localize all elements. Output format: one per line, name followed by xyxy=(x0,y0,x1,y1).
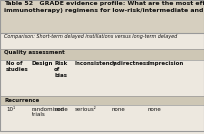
Bar xyxy=(0,49,204,60)
Text: Table 52   GRADE evidence profile: What are the most effec…
immunotherapy) regim: Table 52 GRADE evidence profile: What ar… xyxy=(4,1,204,13)
Text: No of
studies: No of studies xyxy=(6,61,29,72)
Text: randomised
trials: randomised trials xyxy=(32,107,64,117)
Bar xyxy=(0,60,204,96)
Text: Risk
of
bias: Risk of bias xyxy=(54,61,67,78)
Bar xyxy=(0,0,204,33)
Text: Imprecision: Imprecision xyxy=(148,61,184,66)
Text: 10¹: 10¹ xyxy=(6,107,15,111)
Bar xyxy=(0,105,204,131)
Bar xyxy=(0,96,204,105)
Text: none: none xyxy=(54,107,68,111)
Text: serious²: serious² xyxy=(74,107,96,111)
Text: Indirectness: Indirectness xyxy=(111,61,150,66)
Bar xyxy=(0,33,204,49)
Text: none: none xyxy=(148,107,162,111)
Text: Comparison: Short-term delayed instillations versus long-term delayed: Comparison: Short-term delayed instillat… xyxy=(4,34,177,39)
Text: Inconsistency: Inconsistency xyxy=(74,61,117,66)
Text: Design: Design xyxy=(32,61,53,66)
Text: Quality assessment: Quality assessment xyxy=(4,50,65,55)
Text: Recurrence: Recurrence xyxy=(4,98,39,103)
Text: none: none xyxy=(111,107,125,111)
